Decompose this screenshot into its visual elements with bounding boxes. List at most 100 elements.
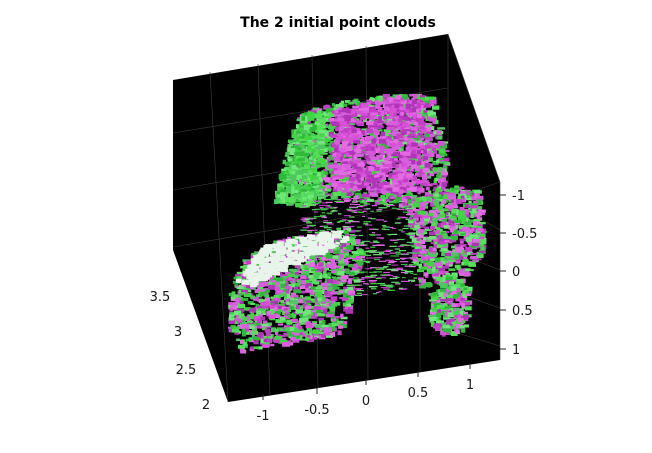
point-cloud-2-point <box>357 144 364 148</box>
point-cloud-2-point <box>340 145 347 149</box>
point-cloud-2-point <box>398 173 404 176</box>
point-cloud-2-point <box>351 187 357 192</box>
point-cloud-1-point <box>303 330 308 334</box>
point-cloud-2-point <box>352 134 360 138</box>
point-cloud-2-point <box>377 125 384 129</box>
point-cloud-1-point <box>375 268 385 270</box>
point-cloud-2-point <box>445 306 451 312</box>
point-cloud-1-point <box>313 134 319 138</box>
point-cloud-2-point <box>360 172 364 177</box>
point-cloud-2-point <box>254 288 262 294</box>
point-cloud-2-point <box>418 102 426 105</box>
point-cloud-2-point <box>392 179 398 184</box>
point-cloud-2-point <box>420 103 428 108</box>
point-cloud-1-point <box>314 188 319 194</box>
point-cloud-2-point <box>258 332 264 336</box>
point-cloud-2-point <box>460 244 467 247</box>
point-cloud-1-point <box>342 302 347 306</box>
point-cloud-1-point <box>395 276 400 278</box>
point-cloud-2-point <box>334 167 338 170</box>
point-cloud-2-point <box>444 159 449 162</box>
point-cloud-2-point <box>378 137 383 141</box>
point-cloud-1-point <box>373 241 380 243</box>
point-cloud-2-point <box>386 204 395 207</box>
point-cloud-1-point <box>324 119 329 123</box>
point-cloud-2-point <box>402 115 411 119</box>
point-cloud-2-point <box>466 214 471 218</box>
point-cloud-1-point <box>409 264 418 266</box>
point-cloud-2-point <box>344 233 349 238</box>
point-cloud-1-point <box>470 225 478 228</box>
point-cloud-2-point <box>363 208 369 210</box>
point-cloud-2-point <box>354 175 360 180</box>
point-cloud-2-point <box>408 113 414 117</box>
point-cloud-1-point <box>396 238 405 241</box>
point-cloud-1-point <box>347 295 352 298</box>
point-cloud-2-point <box>412 259 421 262</box>
point-cloud-1-point <box>231 328 240 333</box>
point-cloud-2-point <box>332 152 337 157</box>
point-cloud-2-point <box>335 136 341 141</box>
point-cloud-1-point <box>440 261 447 265</box>
point-cloud-2-point <box>342 128 349 133</box>
point-cloud-1-point <box>316 182 322 185</box>
point-cloud-1-point <box>464 218 471 224</box>
point-cloud-1-point <box>291 177 295 182</box>
point-cloud-2-point <box>471 198 476 201</box>
point-cloud-2-point <box>457 314 462 318</box>
point-cloud-2-point <box>402 176 409 181</box>
point-cloud-2-point <box>374 148 380 152</box>
point-cloud-2-point <box>253 340 259 345</box>
point-cloud-1-point <box>454 264 461 269</box>
point-cloud-1-point <box>458 225 464 230</box>
point-cloud-2-point <box>450 234 457 237</box>
point-cloud-2-point <box>374 140 382 144</box>
point-cloud-1-point <box>429 253 437 257</box>
point-cloud-1-point <box>434 241 438 245</box>
point-cloud-1-point <box>318 192 325 197</box>
point-cloud-1-point <box>327 300 331 304</box>
point-cloud-2-point <box>418 277 424 280</box>
point-cloud-1-point <box>281 171 286 175</box>
point-cloud-1-point <box>380 284 387 286</box>
point-cloud-2-point <box>472 242 480 247</box>
point-cloud-2-point <box>356 131 361 135</box>
point-cloud-2-point <box>392 174 398 179</box>
point-cloud-2-point <box>307 229 315 232</box>
point-cloud-2-point <box>378 107 383 112</box>
point-cloud-1-point <box>424 239 432 242</box>
point-cloud-1-point <box>281 168 287 171</box>
point-cloud-2-point <box>419 145 428 149</box>
point-cloud-1-point <box>300 322 308 325</box>
point-cloud-2-point <box>380 161 384 164</box>
point-cloud-1-point <box>311 141 319 146</box>
point-cloud-2-point <box>348 177 355 182</box>
point-cloud-2-point <box>282 238 289 242</box>
point-cloud-1-point <box>413 259 419 264</box>
point-cloud-1-point <box>318 331 326 334</box>
point-cloud-1-point <box>299 133 305 139</box>
point-cloud-1-point <box>316 138 324 142</box>
point-cloud-1-point <box>271 327 277 333</box>
point-cloud-1-point <box>287 180 295 185</box>
point-cloud-1-point <box>304 309 312 315</box>
point-cloud-2-point <box>373 116 379 120</box>
point-cloud-1-point <box>319 208 329 210</box>
point-cloud-2-point <box>401 258 405 260</box>
point-cloud-2-point <box>418 169 425 174</box>
point-cloud-1-point <box>447 312 455 318</box>
point-cloud-2-point <box>418 123 426 126</box>
point-cloud-1-point <box>437 157 444 162</box>
point-cloud-2-point <box>349 137 357 142</box>
point-cloud-2-point <box>345 186 353 191</box>
point-cloud-1-point <box>476 254 484 259</box>
point-cloud-2-point <box>371 205 378 207</box>
point-cloud-2-point <box>405 147 411 152</box>
point-cloud-2-point <box>378 291 382 293</box>
point-cloud-1-point <box>326 229 332 231</box>
point-cloud-2-point <box>258 312 263 318</box>
point-cloud-1-point <box>387 289 395 291</box>
point-cloud-2-point <box>418 135 426 140</box>
point-cloud-1-point <box>430 322 435 327</box>
point-cloud-1-point <box>419 196 428 202</box>
